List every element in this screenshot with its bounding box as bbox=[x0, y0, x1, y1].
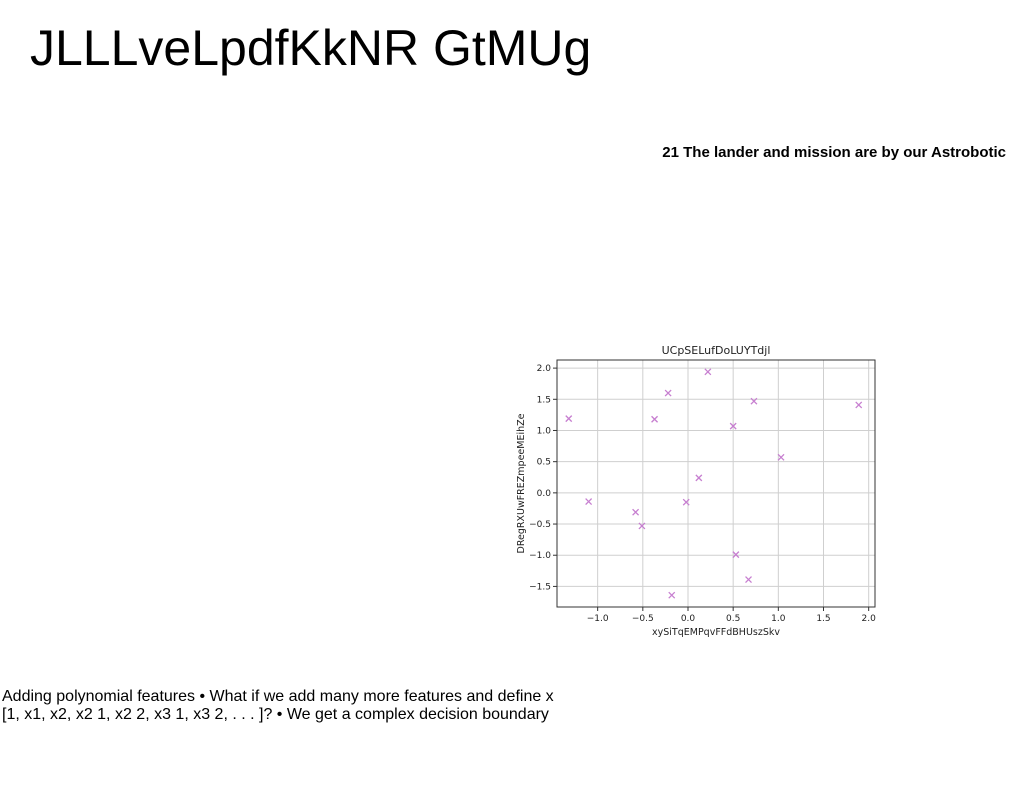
slide-subheading: 21 The lander and mission are by our Ast… bbox=[662, 144, 1006, 161]
y-tick-label: 1.5 bbox=[537, 395, 551, 405]
slide-title: JLLLveLpdfKkNR GtMUg bbox=[30, 22, 591, 75]
y-tick-label: 0.5 bbox=[537, 458, 551, 468]
scatter-point bbox=[633, 509, 639, 515]
scatter-point bbox=[696, 475, 702, 481]
scatter-point bbox=[566, 416, 572, 422]
scatter-point bbox=[705, 369, 711, 375]
scatter-point bbox=[746, 577, 752, 583]
x-tick-label: 0.5 bbox=[726, 614, 740, 624]
slide-caption: Adding polynomial features • What if we … bbox=[2, 688, 562, 724]
scatter-point bbox=[733, 552, 739, 558]
y-tick-label: −1.5 bbox=[529, 582, 551, 592]
y-tick-label: 0.0 bbox=[537, 489, 552, 499]
scatter-point bbox=[669, 592, 675, 598]
scatter-chart-svg: −1.0 −0.5 0.0 0.5 1.0 1.5 2.0 −1.5 −1.0 −0.5 0.0 0.… bbox=[508, 336, 888, 646]
y-tick-label: −0.5 bbox=[529, 520, 551, 530]
x-tick-label: −1.0 bbox=[587, 614, 609, 624]
scatter-point bbox=[652, 416, 658, 422]
scatter-point bbox=[665, 390, 671, 396]
y-tick-label: −1.0 bbox=[529, 551, 551, 561]
x-tick-label: 2.0 bbox=[862, 614, 877, 624]
chart-title: UCpSELufDoLUYTdjl bbox=[662, 344, 771, 357]
scatter-chart: −1.0 −0.5 0.0 0.5 1.0 1.5 2.0 −1.5 −1.0 −0.5 0.0 0.… bbox=[508, 336, 888, 646]
y-axis-label: DRegRXUwFREZmpeeMEihZe bbox=[516, 413, 527, 553]
y-tick-label: 1.0 bbox=[537, 426, 552, 436]
x-tick-label: −0.5 bbox=[632, 614, 654, 624]
x-axis-label: xySiTqEMPqvFFdBHUszSkv bbox=[652, 627, 780, 638]
x-tick-label: 0.0 bbox=[681, 614, 696, 624]
plot-frame bbox=[557, 360, 875, 607]
scatter-point bbox=[856, 402, 862, 408]
scatter-point bbox=[586, 499, 592, 505]
y-tick-label: 2.0 bbox=[537, 364, 552, 374]
x-tick-label: 1.5 bbox=[816, 614, 830, 624]
x-tick-label: 1.0 bbox=[771, 614, 786, 624]
scatter-point bbox=[778, 454, 784, 460]
